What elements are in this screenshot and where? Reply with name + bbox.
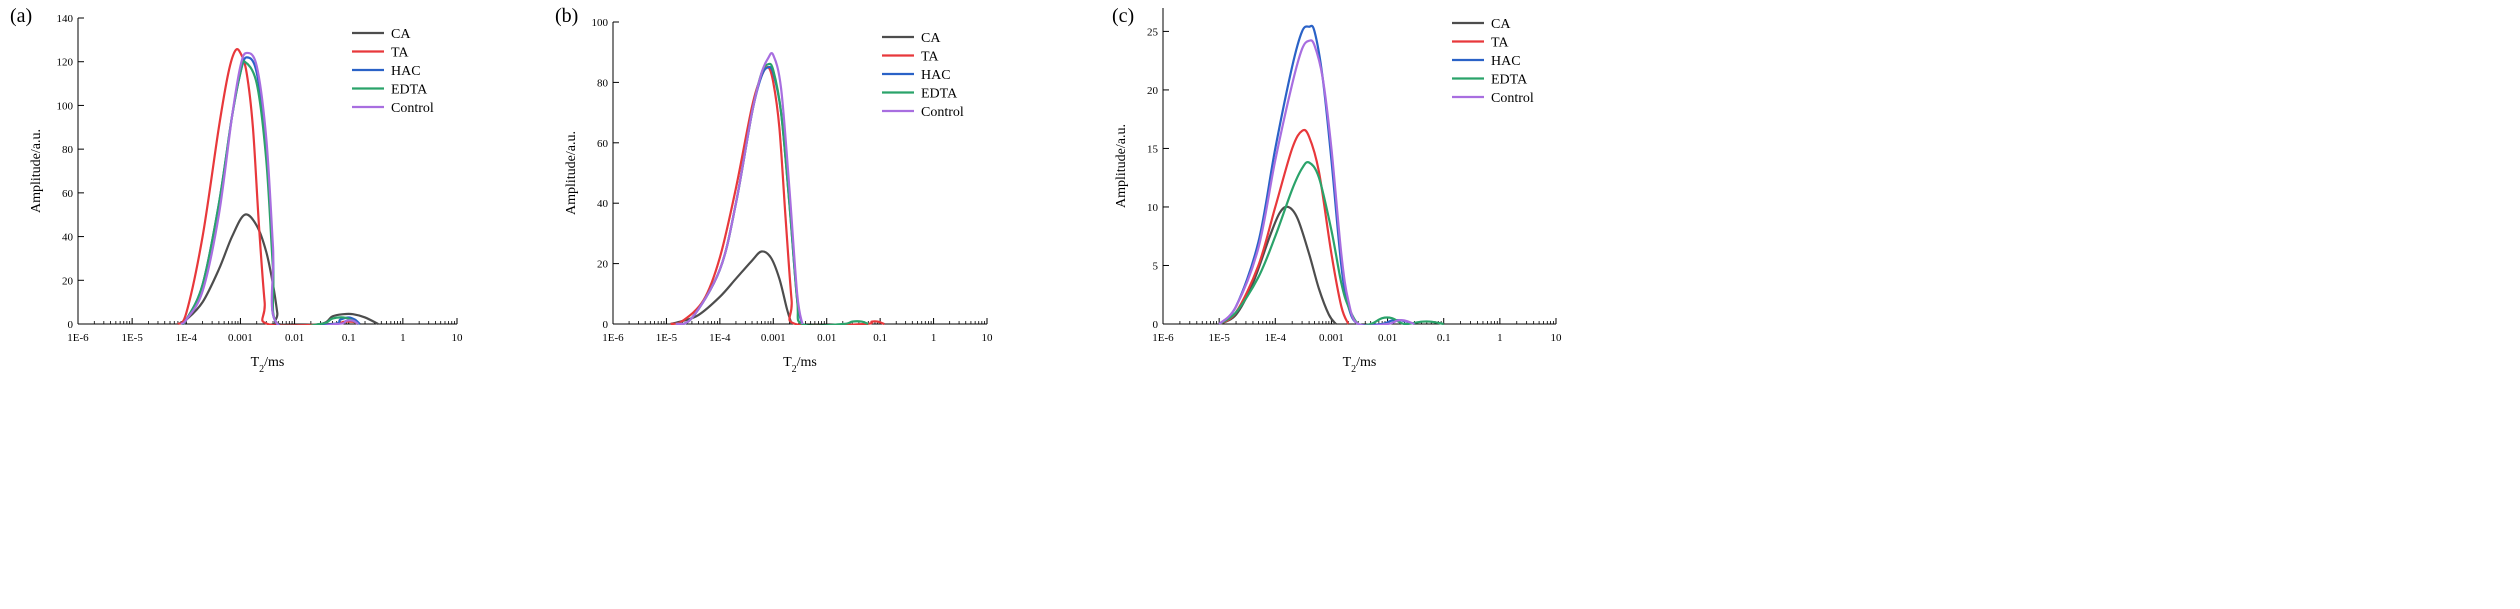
legend-label-ca: CA — [391, 27, 411, 42]
legend-label-hac: HAC — [1491, 54, 1521, 69]
chart-panel-2: (b)1E-6 1E-5 1E-4 0.001 0.01 0.1 1 100204060801… — [555, 5, 993, 375]
x-axis-title: T2/ms — [251, 355, 285, 375]
x-tick-label: 1 — [1497, 332, 1503, 344]
x-tick-label: 0.1 — [342, 332, 356, 344]
panel-label: (b) — [555, 5, 578, 27]
x-tick-label: 0.1 — [873, 332, 887, 344]
y-tick-label: 0 — [603, 319, 609, 331]
y-tick-label: 20 — [62, 275, 74, 287]
legend-label-ta: TA — [921, 50, 939, 65]
x-tick-label: 1E-4 — [709, 332, 731, 344]
x-axis-title: T2/ms — [1343, 355, 1377, 375]
x-tick-label: 0.01 — [1378, 332, 1397, 344]
y-tick-label: 25 — [1147, 26, 1159, 38]
y-axis-title: Amplitude/a.u. — [564, 131, 579, 215]
series-line-control — [1218, 39, 1415, 325]
y-tick-label: 100 — [57, 100, 74, 112]
x-tick-label: 0.01 — [285, 332, 304, 344]
x-tick-label: 1E-5 — [656, 332, 678, 344]
series-line-control — [180, 51, 359, 325]
x-tick-label: 0.01 — [817, 332, 836, 344]
legend-label-ta: TA — [1491, 36, 1509, 51]
panel-label: (a) — [10, 5, 32, 27]
x-axis-title: T2/ms — [783, 355, 817, 375]
legend-label-hac: HAC — [391, 64, 421, 79]
y-tick-label: 20 — [1147, 85, 1159, 97]
legend-label-edta: EDTA — [921, 87, 958, 102]
y-tick-label: 80 — [62, 144, 74, 156]
x-tick-label: 10 — [452, 332, 464, 344]
y-tick-label: 15 — [1147, 143, 1159, 155]
legend-label-control: Control — [391, 101, 434, 116]
y-tick-label: 20 — [597, 259, 609, 271]
x-tick-label: 0.1 — [1437, 332, 1451, 344]
y-axis-title: Amplitude/a.u. — [29, 129, 44, 213]
series-line-ta — [670, 66, 885, 325]
y-tick-label: 5 — [1153, 260, 1159, 272]
legend-label-ca: CA — [921, 31, 941, 46]
chart-panel-3: (c) 1E-6 1E-5 1E-4 0.001 0.01 0.1 1 10 0 5 10 15 20 25… — [1112, 5, 1562, 375]
y-tick-label: 100 — [592, 17, 609, 29]
panel-label: (c) — [1112, 5, 1134, 27]
figure: (a)1E-6 1E-5 1E-4 0.001 0.01 0.1 1 100204060801… — [10, 5, 1562, 375]
series-line-ca — [670, 250, 793, 325]
series-line-edta — [675, 62, 869, 325]
legend-label-edta: EDTA — [391, 83, 428, 98]
x-tick-label: 1 — [400, 332, 406, 344]
y-tick-label: 40 — [597, 198, 609, 210]
x-tick-label: 1E-6 — [67, 332, 89, 344]
x-tick-label: 1E-4 — [176, 332, 198, 344]
y-tick-label: 10 — [1147, 202, 1159, 214]
legend-label-ca: CA — [1491, 17, 1511, 32]
x-tick-label: 10 — [982, 332, 994, 344]
y-tick-label: 60 — [597, 138, 609, 150]
legend-label-hac: HAC — [921, 68, 951, 83]
y-tick-label: 0 — [1153, 319, 1159, 331]
series-line-ta — [1218, 128, 1350, 325]
series-line-edta — [180, 60, 359, 325]
y-tick-label: 120 — [57, 57, 74, 69]
legend-label-control: Control — [1491, 91, 1534, 106]
x-tick-label: 1E-6 — [1152, 332, 1174, 344]
series-line-control — [675, 52, 804, 325]
y-tick-label: 40 — [62, 232, 74, 244]
y-axis-title: Amplitude/a.u. — [1114, 124, 1129, 208]
x-tick-label: 1 — [931, 332, 937, 344]
x-tick-label: 1E-5 — [1208, 332, 1230, 344]
y-tick-label: 140 — [57, 13, 74, 25]
x-tick-label: 1E-6 — [602, 332, 624, 344]
y-tick-label: 0 — [68, 319, 74, 331]
series-line-edta — [1218, 161, 1444, 325]
y-tick-label: 60 — [62, 188, 74, 200]
legend-label-ta: TA — [391, 46, 409, 61]
legend-label-control: Control — [921, 105, 964, 120]
x-tick-label: 10 — [1551, 332, 1563, 344]
x-tick-label: 0.001 — [228, 332, 253, 344]
x-tick-label: 1E-4 — [1265, 332, 1287, 344]
x-tick-label: 0.001 — [1319, 332, 1344, 344]
legend-label-edta: EDTA — [1491, 73, 1528, 88]
chart-panel-1: (a)1E-6 1E-5 1E-4 0.001 0.01 0.1 1 100204060801… — [10, 5, 463, 375]
y-tick-label: 80 — [597, 77, 609, 89]
x-tick-label: 1E-5 — [121, 332, 143, 344]
x-tick-label: 0.001 — [761, 332, 786, 344]
